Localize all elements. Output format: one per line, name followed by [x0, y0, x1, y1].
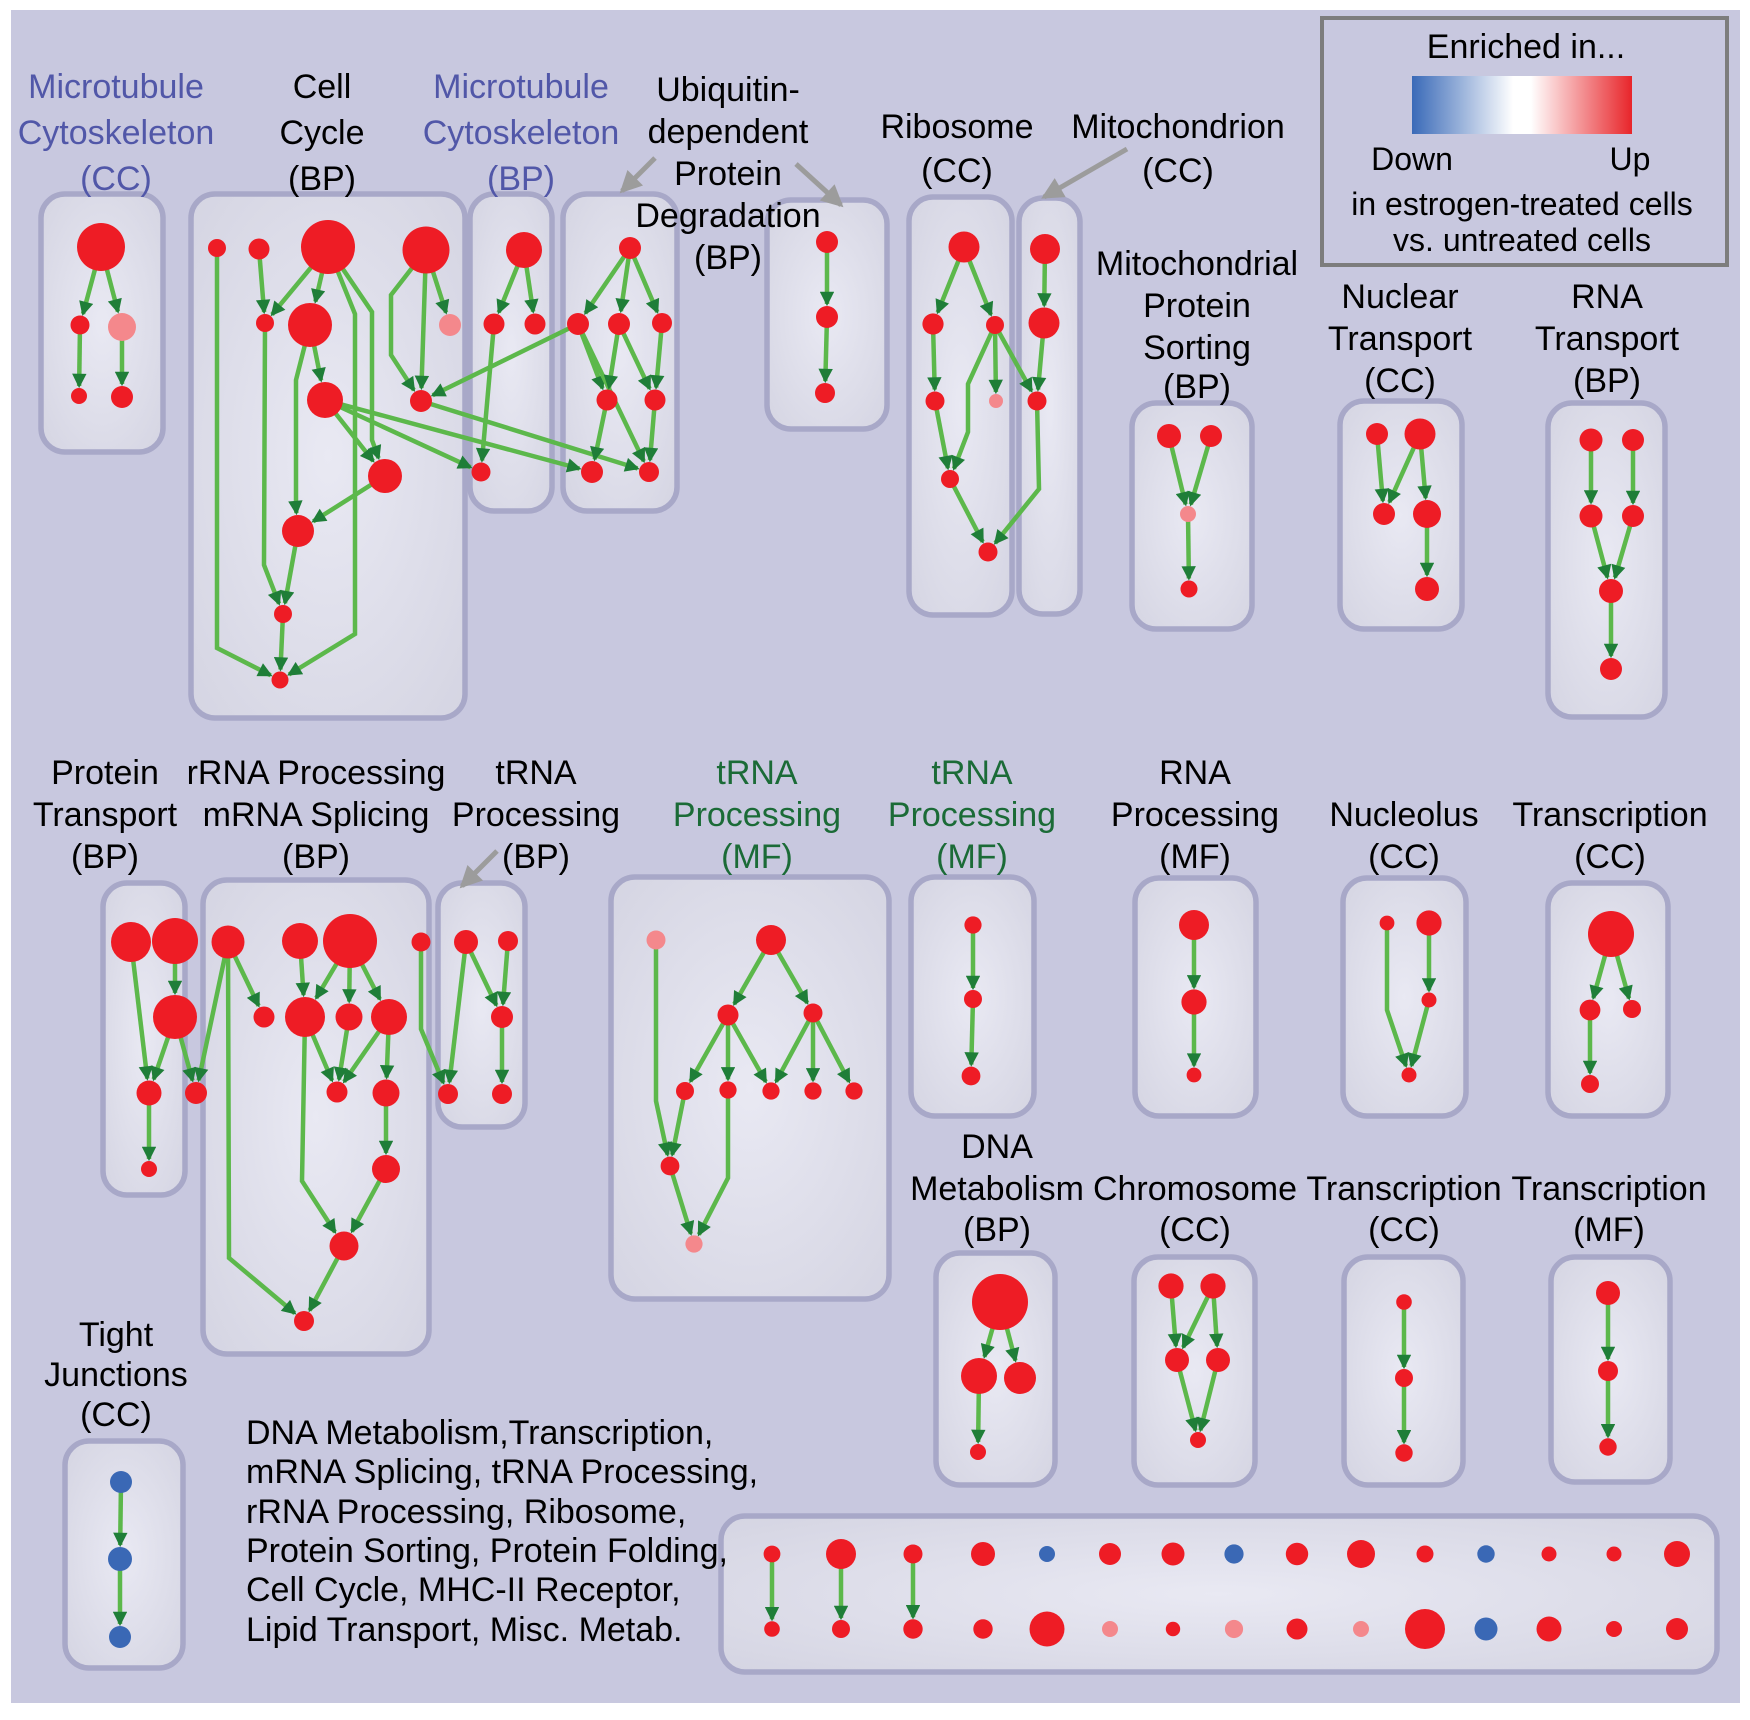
- svg-text:(CC): (CC): [1368, 838, 1440, 876]
- svg-text:(CC): (CC): [80, 160, 152, 198]
- svg-text:Cycle: Cycle: [279, 114, 364, 152]
- svg-text:Ribosome: Ribosome: [880, 108, 1033, 146]
- svg-text:(BP): (BP): [694, 239, 762, 277]
- svg-text:(CC): (CC): [1142, 152, 1214, 190]
- svg-text:Protein Sorting, Protein Foldi: Protein Sorting, Protein Folding,: [246, 1532, 728, 1570]
- svg-text:(BP): (BP): [282, 838, 350, 876]
- svg-text:dependent: dependent: [648, 113, 809, 151]
- svg-text:Processing: Processing: [673, 796, 841, 834]
- svg-text:(CC): (CC): [1574, 838, 1646, 876]
- svg-text:Nuclear: Nuclear: [1341, 278, 1458, 316]
- svg-text:Protein: Protein: [51, 754, 159, 792]
- svg-text:(MF): (MF): [721, 838, 793, 876]
- svg-text:Cell: Cell: [293, 68, 352, 106]
- svg-text:(MF): (MF): [1159, 838, 1231, 876]
- svg-text:DNA: DNA: [961, 1128, 1033, 1166]
- svg-text:Cytoskeleton: Cytoskeleton: [423, 114, 620, 152]
- svg-text:in estrogen-treated cells: in estrogen-treated cells: [1351, 186, 1693, 222]
- svg-text:Junctions: Junctions: [44, 1356, 188, 1394]
- svg-text:Enriched in...: Enriched in...: [1427, 28, 1625, 66]
- svg-text:rRNA Processing, Ribosome,: rRNA Processing, Ribosome,: [246, 1493, 686, 1531]
- svg-text:rRNA Processing: rRNA Processing: [187, 754, 446, 792]
- svg-text:(CC): (CC): [921, 152, 993, 190]
- svg-text:Protein: Protein: [1143, 287, 1251, 325]
- svg-text:Protein: Protein: [674, 155, 782, 193]
- svg-text:tRNA: tRNA: [931, 754, 1013, 792]
- svg-text:Cytoskeleton: Cytoskeleton: [18, 114, 215, 152]
- svg-text:Metabolism: Metabolism: [910, 1170, 1084, 1208]
- svg-text:DNA Metabolism,Transcription,: DNA Metabolism,Transcription,: [246, 1414, 713, 1452]
- svg-text:Processing: Processing: [888, 796, 1056, 834]
- svg-text:Lipid Transport, Misc. Metab.: Lipid Transport, Misc. Metab.: [246, 1611, 683, 1649]
- svg-text:(MF): (MF): [1573, 1211, 1645, 1249]
- svg-text:Chromosome: Chromosome: [1093, 1170, 1297, 1208]
- svg-text:Mitochondrial: Mitochondrial: [1096, 245, 1298, 283]
- svg-text:(CC): (CC): [1364, 362, 1436, 400]
- svg-text:Cell Cycle, MHC-II Receptor,: Cell Cycle, MHC-II Receptor,: [246, 1571, 681, 1609]
- svg-text:Transcription: Transcription: [1512, 796, 1707, 834]
- svg-text:mRNA Splicing: mRNA Splicing: [203, 796, 430, 834]
- svg-text:(MF): (MF): [936, 838, 1008, 876]
- svg-text:(BP): (BP): [502, 838, 570, 876]
- svg-text:(BP): (BP): [1573, 362, 1641, 400]
- svg-text:tRNA: tRNA: [716, 754, 798, 792]
- svg-text:RNA: RNA: [1159, 754, 1231, 792]
- svg-text:(BP): (BP): [1163, 368, 1231, 406]
- svg-text:(CC): (CC): [1368, 1211, 1440, 1249]
- svg-text:(BP): (BP): [288, 160, 356, 198]
- svg-text:Tight: Tight: [79, 1316, 154, 1354]
- svg-text:Microtubule: Microtubule: [28, 68, 204, 106]
- svg-text:Sorting: Sorting: [1143, 329, 1251, 367]
- svg-text:Transport: Transport: [33, 796, 178, 834]
- svg-text:(BP): (BP): [963, 1211, 1031, 1249]
- svg-text:(CC): (CC): [80, 1396, 152, 1434]
- svg-text:Transport: Transport: [1328, 320, 1473, 358]
- svg-text:Transcription: Transcription: [1511, 1170, 1706, 1208]
- svg-text:Up: Up: [1610, 141, 1651, 177]
- svg-text:Mitochondrion: Mitochondrion: [1071, 108, 1285, 146]
- svg-text:vs. untreated cells: vs. untreated cells: [1393, 222, 1651, 258]
- svg-text:mRNA Splicing, tRNA Processing: mRNA Splicing, tRNA Processing,: [246, 1453, 758, 1491]
- svg-text:RNA: RNA: [1571, 278, 1643, 316]
- svg-text:(BP): (BP): [71, 838, 139, 876]
- svg-text:Ubiquitin-: Ubiquitin-: [656, 71, 800, 109]
- svg-text:(CC): (CC): [1159, 1211, 1231, 1249]
- svg-text:Microtubule: Microtubule: [433, 68, 609, 106]
- svg-text:Nucleolus: Nucleolus: [1329, 796, 1478, 834]
- svg-text:tRNA: tRNA: [495, 754, 577, 792]
- svg-text:(BP): (BP): [487, 160, 555, 198]
- svg-text:Transcription: Transcription: [1306, 1170, 1501, 1208]
- svg-text:Degradation: Degradation: [635, 197, 820, 235]
- svg-text:Processing: Processing: [1111, 796, 1279, 834]
- svg-text:Down: Down: [1371, 141, 1453, 177]
- svg-text:Transport: Transport: [1535, 320, 1680, 358]
- svg-text:Processing: Processing: [452, 796, 620, 834]
